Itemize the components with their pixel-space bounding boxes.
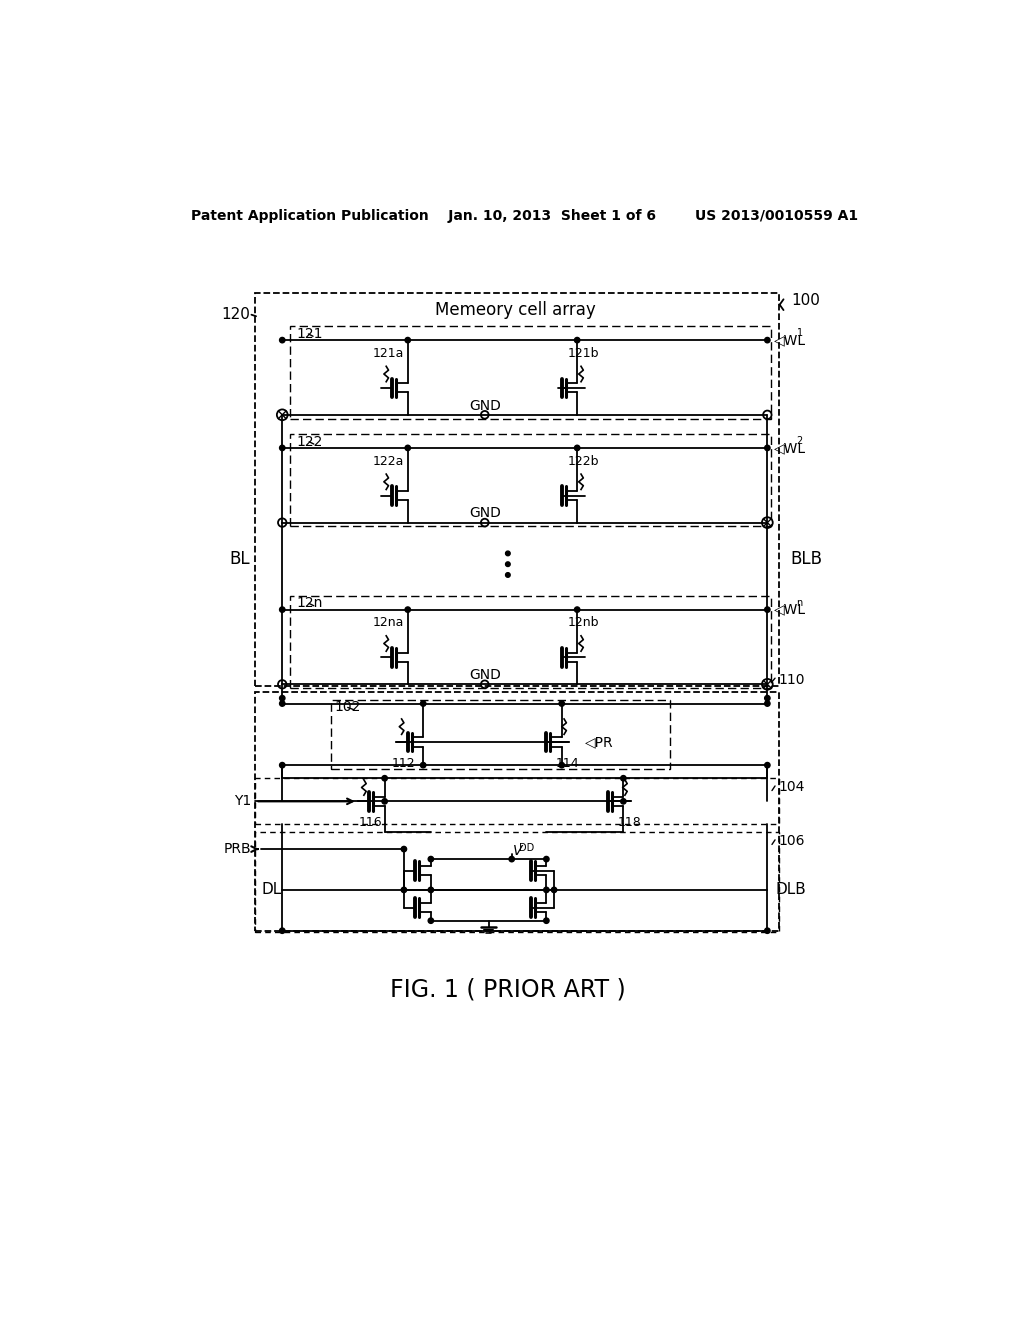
Text: GND: GND [469, 399, 501, 413]
Text: 12na: 12na [373, 616, 404, 630]
Text: 112: 112 [392, 758, 416, 770]
Circle shape [621, 776, 626, 781]
Text: BL: BL [229, 550, 250, 568]
Text: 1: 1 [797, 329, 803, 338]
Circle shape [574, 607, 580, 612]
Circle shape [765, 763, 770, 768]
Text: V: V [513, 845, 522, 858]
Circle shape [509, 857, 514, 862]
Circle shape [401, 887, 407, 892]
Circle shape [506, 562, 510, 566]
Circle shape [280, 928, 285, 933]
Circle shape [544, 917, 549, 924]
Text: 100: 100 [792, 293, 820, 308]
Text: 116: 116 [359, 816, 383, 829]
Text: DD: DD [519, 843, 535, 854]
Circle shape [280, 696, 285, 701]
Text: 122a: 122a [373, 454, 404, 467]
Circle shape [421, 763, 426, 768]
Text: 114: 114 [556, 758, 580, 770]
Bar [290, 595, 771, 688]
Circle shape [280, 338, 285, 343]
Bar [290, 434, 771, 527]
Text: 121a: 121a [373, 347, 404, 360]
Circle shape [765, 445, 770, 450]
Bar [255, 692, 779, 931]
Text: 106: 106 [779, 834, 806, 849]
Bar [290, 326, 771, 418]
Text: 122: 122 [296, 434, 323, 449]
Circle shape [551, 887, 557, 892]
Circle shape [765, 607, 770, 612]
Circle shape [406, 607, 411, 612]
Text: 104: 104 [779, 780, 805, 795]
Circle shape [406, 445, 411, 450]
Circle shape [280, 445, 285, 450]
Bar [331, 700, 670, 770]
Circle shape [765, 928, 770, 933]
Circle shape [574, 445, 580, 450]
Circle shape [765, 701, 770, 706]
Circle shape [559, 701, 564, 706]
Circle shape [382, 776, 387, 781]
Text: 12nb: 12nb [567, 616, 599, 630]
Circle shape [621, 799, 626, 804]
Text: BLB: BLB [791, 550, 822, 568]
Circle shape [382, 799, 387, 804]
Text: 118: 118 [617, 816, 641, 829]
Text: 121: 121 [296, 327, 323, 341]
Circle shape [506, 552, 510, 556]
Circle shape [765, 338, 770, 343]
Circle shape [544, 857, 549, 862]
Bar [255, 293, 779, 686]
Circle shape [401, 846, 407, 851]
Circle shape [280, 763, 285, 768]
Bar [255, 779, 779, 825]
Text: PRB: PRB [224, 842, 252, 857]
Text: ◁PR: ◁PR [585, 735, 613, 748]
Text: 122b: 122b [567, 454, 599, 467]
Circle shape [421, 701, 426, 706]
Text: GND: GND [469, 668, 501, 682]
Text: 12n: 12n [296, 597, 323, 610]
Circle shape [280, 701, 285, 706]
Text: ◁WL: ◁WL [773, 333, 806, 347]
Text: ◁WL: ◁WL [773, 441, 806, 455]
Text: 102: 102 [335, 701, 361, 714]
Circle shape [428, 857, 433, 862]
Circle shape [544, 887, 549, 892]
Circle shape [559, 763, 564, 768]
Circle shape [428, 887, 433, 892]
Text: ◁WL: ◁WL [773, 603, 806, 616]
Text: n: n [797, 598, 803, 607]
Text: GND: GND [469, 507, 501, 520]
Text: FIG. 1 ( PRIOR ART ): FIG. 1 ( PRIOR ART ) [390, 978, 626, 1002]
Text: DL: DL [261, 882, 282, 898]
Circle shape [428, 917, 433, 924]
Text: 120: 120 [221, 308, 250, 322]
Bar [255, 832, 779, 932]
Text: Patent Application Publication    Jan. 10, 2013  Sheet 1 of 6        US 2013/001: Patent Application Publication Jan. 10, … [191, 209, 858, 223]
Text: 110: 110 [779, 673, 806, 686]
Circle shape [280, 607, 285, 612]
Text: Y1: Y1 [234, 795, 252, 808]
Circle shape [406, 338, 411, 343]
Circle shape [574, 338, 580, 343]
Text: 121b: 121b [567, 347, 599, 360]
Circle shape [765, 696, 770, 701]
Circle shape [506, 573, 510, 577]
Text: DLB: DLB [775, 882, 806, 898]
Text: Memeory cell array: Memeory cell array [435, 301, 596, 319]
Text: 2: 2 [797, 436, 803, 446]
